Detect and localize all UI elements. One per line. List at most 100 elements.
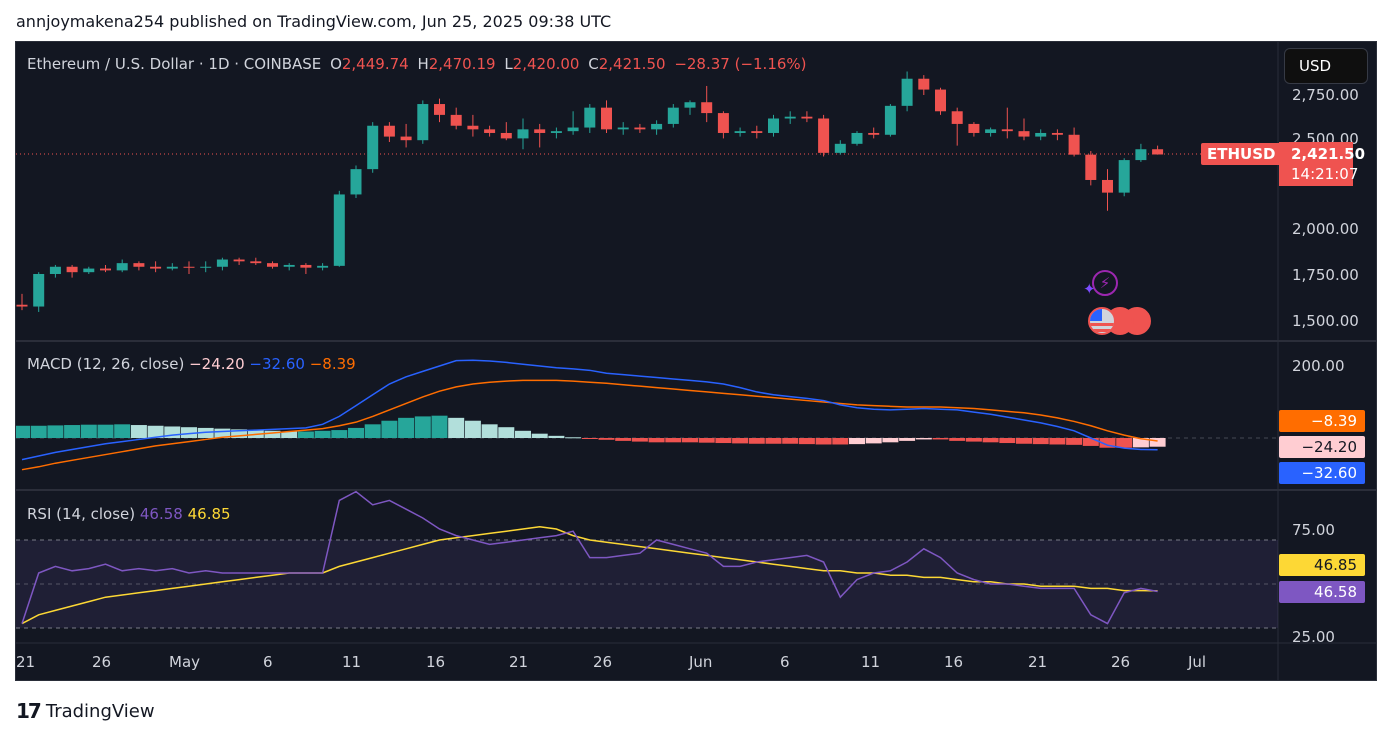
price-tick: 2,000.00 — [1292, 220, 1359, 238]
macd-histogram-bar — [698, 438, 715, 443]
rsi-legend[interactable]: RSI (14, close) 46.58 46.85 — [27, 505, 231, 523]
time-tick: 6 — [263, 653, 273, 671]
time-tick: 21 — [1028, 653, 1048, 671]
candle-body — [1035, 132, 1047, 137]
macd-histogram-bar — [531, 433, 548, 438]
candle-body — [83, 268, 95, 273]
candle-body — [918, 78, 930, 90]
time-tick: May — [169, 653, 201, 671]
candle-body — [1135, 149, 1147, 161]
time-tick: 26 — [92, 653, 112, 671]
macd-histogram-bar — [648, 438, 665, 443]
time-tick: 6 — [780, 653, 790, 671]
macd-histogram-bar — [130, 425, 147, 438]
macd-histogram-bar — [498, 427, 515, 438]
candle-body — [1152, 149, 1164, 155]
macd-histogram-bar — [999, 438, 1016, 444]
macd-histogram-bar — [865, 438, 882, 444]
macd-histogram-bar — [1032, 438, 1049, 445]
rsi-layer — [21, 490, 1158, 625]
currency-button[interactable]: USD — [1284, 48, 1368, 84]
candle-body — [985, 129, 997, 133]
candle-body — [951, 111, 963, 124]
macd-histogram-bar — [982, 438, 999, 443]
symbol-name[interactable]: Ethereum / U.S. Dollar · 1D · COINBASE — [27, 55, 322, 73]
candle-body — [968, 123, 980, 133]
macd-histogram-bar — [297, 431, 314, 438]
macd-histogram-bar — [1049, 438, 1066, 445]
time-tick: 26 — [1111, 653, 1131, 671]
macd-histogram-bar — [398, 417, 415, 438]
macd-hist-badge: −24.20 — [1279, 436, 1365, 458]
sparkle-icon: ✦ — [1083, 280, 1096, 298]
macd-signal-line — [21, 379, 1158, 471]
high-label: H — [417, 55, 429, 73]
macd-hist-value: −24.20 — [189, 355, 245, 373]
candle-body — [1118, 160, 1130, 193]
time-tick: 26 — [593, 653, 613, 671]
rsi-value: 46.58 — [139, 505, 183, 523]
open-label: O — [330, 55, 342, 73]
macd-histogram-bar — [615, 438, 632, 441]
open-value: 2,449.74 — [341, 55, 409, 73]
us-flag-event-icon[interactable] — [1088, 307, 1116, 335]
candle-body — [1018, 131, 1030, 137]
candle-body — [33, 273, 45, 307]
candle-body — [935, 89, 946, 112]
candle-body — [601, 107, 612, 130]
candle-body — [567, 127, 579, 132]
high-value: 2,470.19 — [428, 55, 496, 73]
candle-body — [684, 102, 696, 108]
candle-body — [584, 107, 596, 128]
macd-histogram-bar — [16, 425, 30, 438]
chart-frame[interactable]: Ethereum / U.S. Dollar · 1D · COINBASE O… — [15, 41, 1377, 681]
rsi-ma-badge: 46.85 — [1279, 554, 1365, 576]
macd-histogram-bar — [348, 427, 364, 438]
macd-histogram-bar — [431, 415, 448, 438]
macd-histogram-bar — [782, 438, 799, 444]
macd-histogram-bar — [598, 438, 615, 440]
candle-body — [768, 118, 779, 133]
macd-signal-value: −8.39 — [309, 355, 356, 373]
macd-histogram-bar — [314, 430, 331, 438]
candle-body — [717, 113, 729, 133]
macd-histogram-bar — [949, 438, 966, 441]
price-tick: 1,750.00 — [1292, 266, 1359, 284]
macd-histogram-bar — [147, 425, 164, 438]
macd-histogram-bar — [364, 424, 381, 438]
macd-line — [21, 359, 1158, 461]
lightning-event-icon[interactable]: ⚡ — [1092, 270, 1118, 296]
macd-histogram-bar — [932, 438, 949, 440]
time-tick: Jun — [689, 653, 713, 671]
candle-body — [1085, 154, 1097, 180]
candle-body — [818, 118, 830, 153]
rsi-ma-line — [21, 526, 1158, 625]
candle-body — [467, 125, 479, 130]
macd-legend[interactable]: MACD (12, 26, close) −24.20 −32.60 −8.39 — [27, 355, 356, 373]
macd-histogram-bar — [214, 428, 231, 438]
time-tick: 21 — [509, 653, 529, 671]
macd-histogram-bar — [965, 438, 982, 442]
macd-histogram-bar — [331, 430, 348, 438]
candle-body — [1051, 132, 1063, 135]
ticker-badge[interactable]: ETHUSD — [1201, 143, 1282, 165]
candle-body — [367, 125, 379, 170]
chart-canvas[interactable] — [16, 42, 1377, 681]
candle-body — [283, 264, 295, 267]
macd-histogram-bar — [47, 425, 64, 438]
countdown-timer: 14:21:07 — [1291, 165, 1359, 183]
candle-body — [550, 131, 562, 133]
macd-histogram-bar — [1149, 438, 1166, 447]
low-label: L — [504, 55, 513, 73]
candle-body — [250, 261, 262, 264]
candle-body — [734, 131, 746, 133]
symbol-legend[interactable]: Ethereum / U.S. Dollar · 1D · COINBASE O… — [27, 55, 811, 73]
macd-histogram-bar — [515, 430, 531, 438]
macd-histogram-bar — [281, 431, 298, 438]
macd-histogram-bar — [715, 438, 732, 444]
macd-histogram-bar — [665, 438, 682, 443]
candle-body — [634, 127, 646, 130]
footer-brand[interactable]: 17 TradingView — [16, 699, 155, 723]
rsi-axis-tick: 75.00 — [1292, 521, 1335, 539]
macd-histogram-bar — [97, 424, 114, 438]
